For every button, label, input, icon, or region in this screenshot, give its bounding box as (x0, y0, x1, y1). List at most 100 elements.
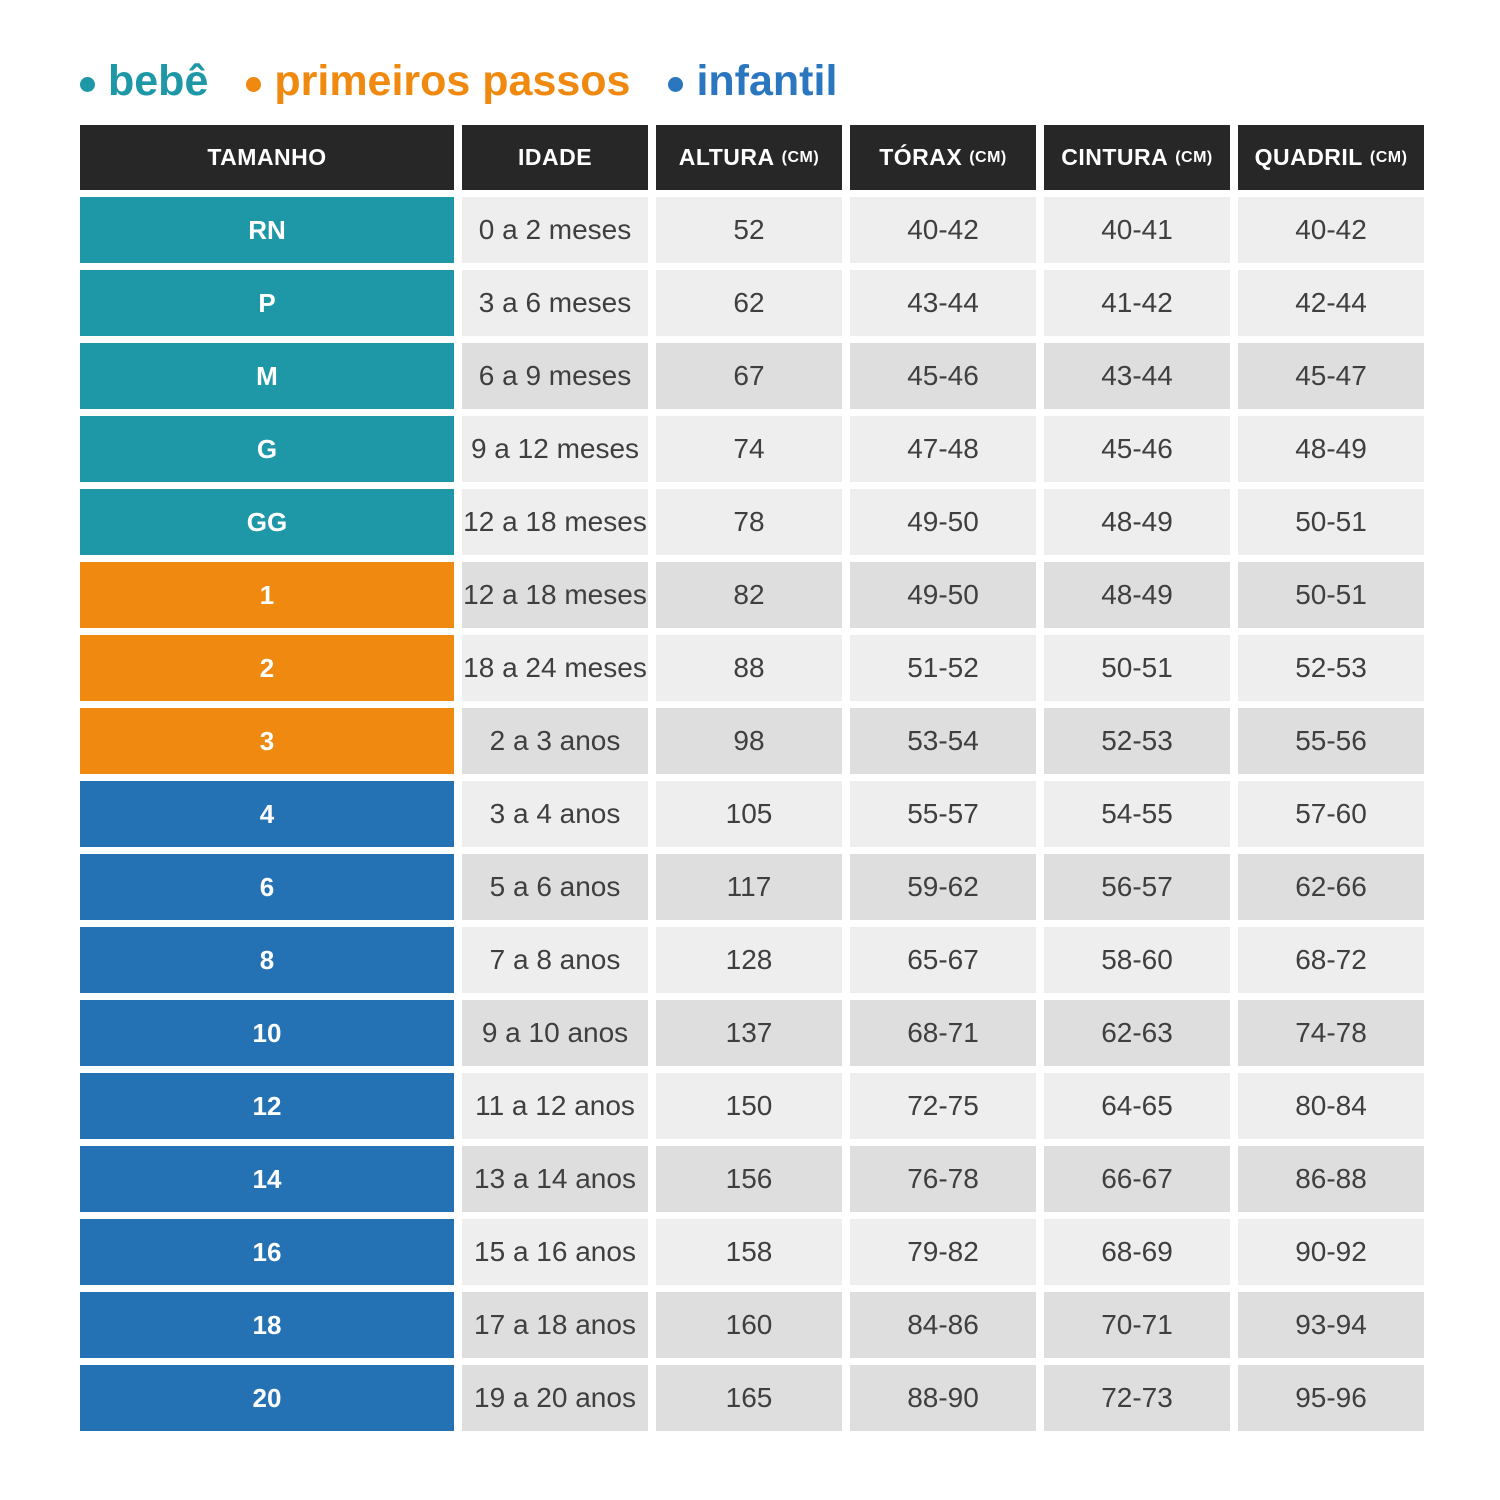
table-cell-quadril: 80-84 (1238, 1073, 1424, 1139)
size-cell: 12 (80, 1073, 454, 1139)
legend: bebê primeiros passos infantil (80, 50, 1424, 112)
table-cell-altura: 150 (656, 1073, 842, 1139)
table-cell-quadril: 62-66 (1238, 854, 1424, 920)
size-cell: 6 (80, 854, 454, 920)
size-cell: G (80, 416, 454, 482)
column-header-unit: (CM) (781, 148, 820, 166)
table-cell-quadril: 50-51 (1238, 489, 1424, 555)
table-cell-quadril: 57-60 (1238, 781, 1424, 847)
table-cell-altura: 165 (656, 1365, 842, 1431)
table-cell-quadril: 74-78 (1238, 1000, 1424, 1066)
table-cell-idade: 0 a 2 meses (462, 197, 648, 263)
table-cell-quadril: 93-94 (1238, 1292, 1424, 1358)
column-header-label: TÓRAX (879, 144, 963, 170)
table-cell-idade: 9 a 10 anos (462, 1000, 648, 1066)
table-cell-quadril: 68-72 (1238, 927, 1424, 993)
table-cell-altura: 67 (656, 343, 842, 409)
table-cell-altura: 52 (656, 197, 842, 263)
column-header-unit: (CM) (1175, 148, 1213, 166)
column-header-tórax: TÓRAX (CM) (850, 125, 1036, 190)
legend-dot-icon (80, 76, 95, 92)
size-cell: 2 (80, 635, 454, 701)
table-cell-altura: 158 (656, 1219, 842, 1285)
table-cell-quadril: 90-92 (1238, 1219, 1424, 1285)
table-cell-torax: 72-75 (850, 1073, 1036, 1139)
table-cell-idade: 17 a 18 anos (462, 1292, 648, 1358)
size-cell: 1 (80, 562, 454, 628)
table-cell-torax: 49-50 (850, 562, 1036, 628)
table-cell-cintura: 48-49 (1044, 489, 1230, 555)
column-header-label: ALTURA (678, 144, 775, 170)
table-cell-idade: 18 a 24 meses (462, 635, 648, 701)
size-cell: 3 (80, 708, 454, 774)
table-cell-torax: 40-42 (850, 197, 1036, 263)
column-header-cintura: CINTURA (CM) (1044, 125, 1230, 190)
table-cell-cintura: 56-57 (1044, 854, 1230, 920)
table-cell-altura: 82 (656, 562, 842, 628)
table-cell-torax: 68-71 (850, 1000, 1036, 1066)
size-cell: 20 (80, 1365, 454, 1431)
column-header-unit: (CM) (1369, 148, 1408, 166)
table-cell-torax: 76-78 (850, 1146, 1036, 1212)
legend-item-primeiros_passos: primeiros passos (246, 57, 630, 106)
table-cell-torax: 53-54 (850, 708, 1036, 774)
legend-dot-icon (668, 76, 684, 92)
table-cell-torax: 49-50 (850, 489, 1036, 555)
table-cell-idade: 6 a 9 meses (462, 343, 648, 409)
table-cell-cintura: 52-53 (1044, 708, 1230, 774)
table-cell-altura: 78 (656, 489, 842, 555)
table-cell-cintura: 54-55 (1044, 781, 1230, 847)
table-cell-torax: 84-86 (850, 1292, 1036, 1358)
table-cell-idade: 13 a 14 anos (462, 1146, 648, 1212)
table-cell-torax: 51-52 (850, 635, 1036, 701)
column-header-label: QUADRIL (1254, 144, 1363, 170)
table-cell-cintura: 41-42 (1044, 270, 1230, 336)
table-cell-quadril: 95-96 (1238, 1365, 1424, 1431)
table-cell-torax: 88-90 (850, 1365, 1036, 1431)
legend-item-infantil: infantil (668, 57, 837, 106)
table-cell-altura: 160 (656, 1292, 842, 1358)
table-cell-idade: 3 a 6 meses (462, 270, 648, 336)
column-header-tamanho: TAMANHO (80, 125, 454, 190)
table-cell-idade: 7 a 8 anos (462, 927, 648, 993)
column-header-label: CINTURA (1061, 144, 1169, 170)
size-cell: 4 (80, 781, 454, 847)
table-cell-cintura: 62-63 (1044, 1000, 1230, 1066)
column-header-unit: (CM) (969, 148, 1007, 166)
table-cell-cintura: 40-41 (1044, 197, 1230, 263)
column-header-label: TAMANHO (207, 144, 327, 170)
table-cell-idade: 11 a 12 anos (462, 1073, 648, 1139)
table-cell-quadril: 86-88 (1238, 1146, 1424, 1212)
table-cell-idade: 15 a 16 anos (462, 1219, 648, 1285)
table-cell-torax: 79-82 (850, 1219, 1036, 1285)
table-cell-idade: 3 a 4 anos (462, 781, 648, 847)
table-cell-quadril: 48-49 (1238, 416, 1424, 482)
column-header-label: IDADE (517, 144, 593, 170)
table-cell-cintura: 68-69 (1044, 1219, 1230, 1285)
table-cell-altura: 62 (656, 270, 842, 336)
legend-item-bebe: bebê (80, 57, 208, 106)
legend-label: primeiros passos (274, 56, 631, 105)
table-cell-altura: 137 (656, 1000, 842, 1066)
legend-label: infantil (696, 56, 838, 105)
table-cell-cintura: 58-60 (1044, 927, 1230, 993)
size-cell: 16 (80, 1219, 454, 1285)
table-cell-cintura: 50-51 (1044, 635, 1230, 701)
table-cell-cintura: 70-71 (1044, 1292, 1230, 1358)
table-cell-altura: 74 (656, 416, 842, 482)
table-cell-idade: 12 a 18 meses (462, 489, 648, 555)
table-cell-torax: 45-46 (850, 343, 1036, 409)
column-header-quadril: QUADRIL (CM) (1238, 125, 1424, 190)
table-cell-altura: 105 (656, 781, 842, 847)
table-cell-cintura: 45-46 (1044, 416, 1230, 482)
table-cell-quadril: 52-53 (1238, 635, 1424, 701)
table-cell-idade: 12 a 18 meses (462, 562, 648, 628)
column-header-idade: IDADE (462, 125, 648, 190)
table-cell-cintura: 66-67 (1044, 1146, 1230, 1212)
table-cell-torax: 47-48 (850, 416, 1036, 482)
size-cell: P (80, 270, 454, 336)
table-cell-quadril: 40-42 (1238, 197, 1424, 263)
legend-label: bebê (108, 56, 209, 105)
table-cell-idade: 9 a 12 meses (462, 416, 648, 482)
table-cell-altura: 88 (656, 635, 842, 701)
